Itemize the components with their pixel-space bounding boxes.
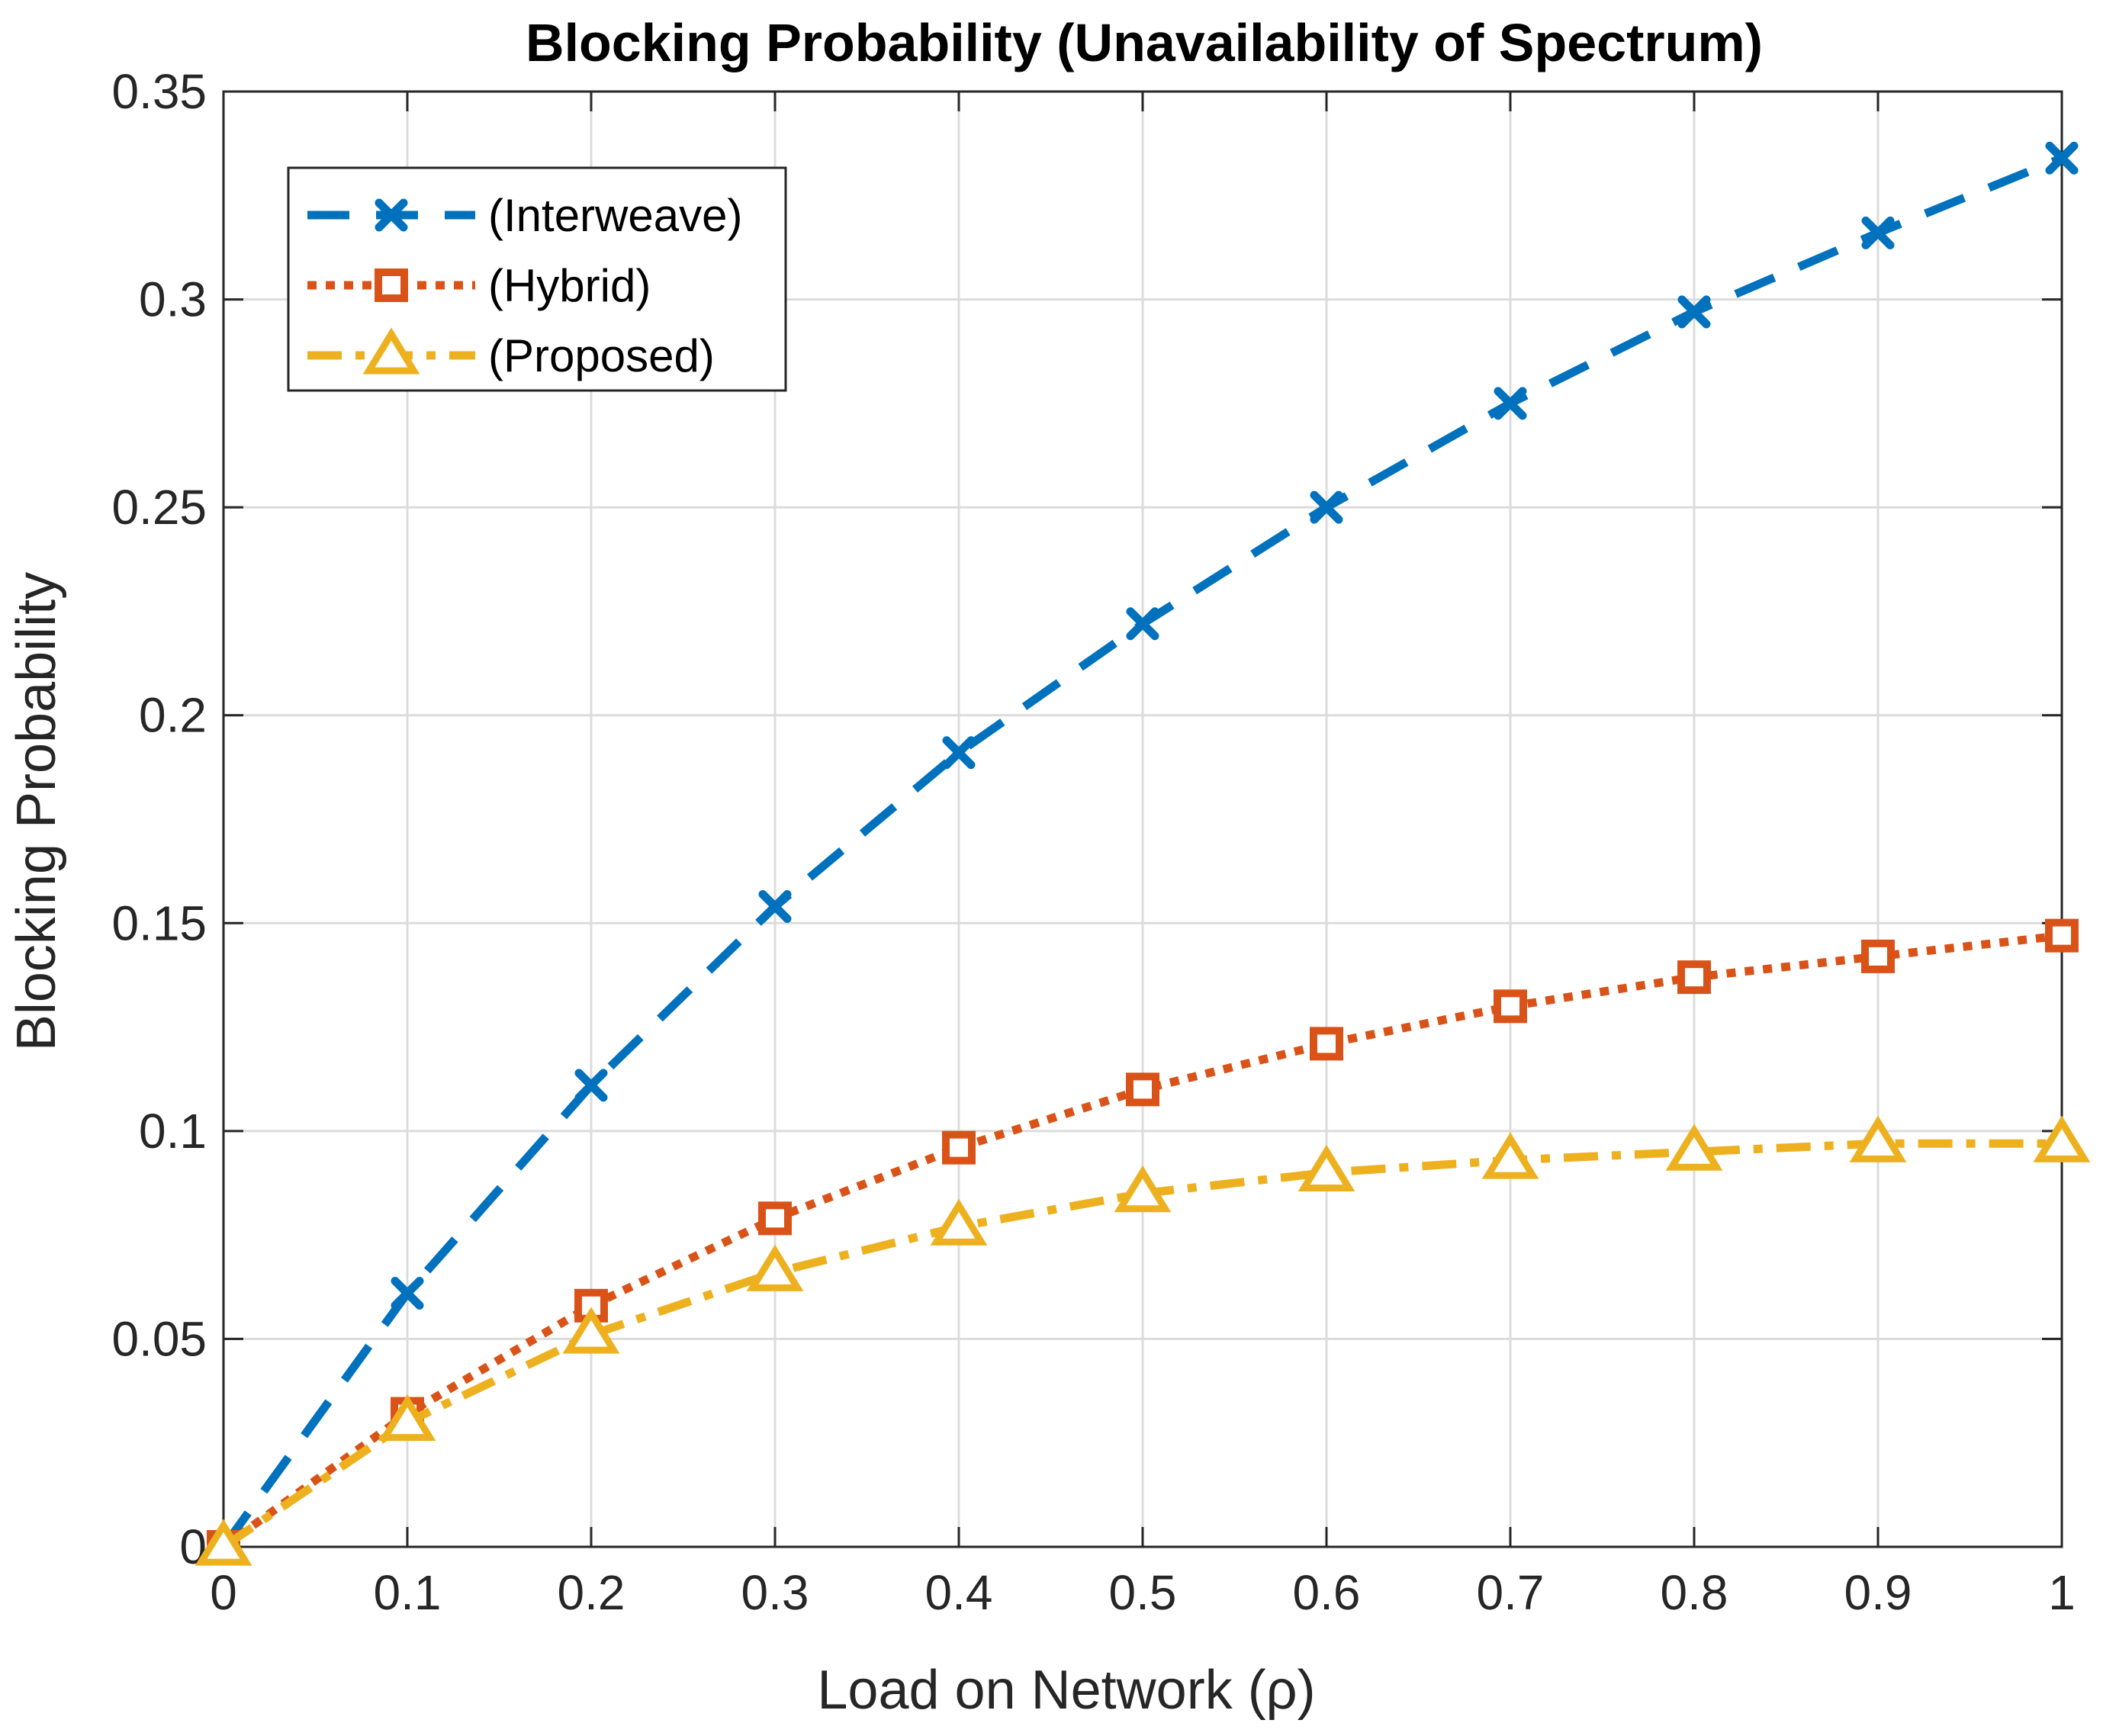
data-point — [942, 1130, 976, 1165]
data-point — [1861, 939, 1895, 973]
data-point — [746, 1244, 804, 1291]
data-point — [1665, 1124, 1723, 1171]
x-tick-label: 0.8 — [1661, 1565, 1728, 1620]
data-point — [1310, 1027, 1343, 1061]
axis-ticks: 0 0.1 0.2 0.3 0.4 0.5 0.6 0.7 0.8 0.9 1 0 0.05 0.1 0.1… — [111, 64, 2075, 1620]
x-tick-label: 0 — [210, 1565, 237, 1620]
legend-marker — [362, 327, 420, 375]
data-point — [378, 1394, 436, 1442]
y-tick-label: 0.25 — [111, 480, 207, 535]
y-tick-label: 0.2 — [139, 688, 207, 743]
data-point — [758, 1201, 792, 1236]
x-tick-label: 0.9 — [1844, 1565, 1912, 1620]
x-tick-label: 0.1 — [374, 1565, 442, 1620]
data-point — [1126, 607, 1159, 641]
data-series — [195, 141, 2091, 1566]
y-tick-label: 0.05 — [111, 1311, 207, 1366]
series-2 — [195, 1115, 2091, 1566]
data-point — [1861, 216, 1895, 249]
data-point — [574, 1288, 608, 1323]
x-tick-label: 0.4 — [925, 1565, 993, 1620]
data-point — [1677, 295, 1711, 329]
legend-marker — [375, 268, 408, 302]
y-axis-label: Blocking Probability — [6, 572, 67, 1051]
data-point — [930, 1198, 988, 1246]
data-point — [1849, 1115, 1907, 1162]
x-tick-label: 1 — [2048, 1565, 2076, 1620]
legend-marker — [375, 198, 408, 232]
data-point — [562, 1307, 620, 1354]
x-tick-label: 0.6 — [1293, 1565, 1361, 1620]
legend-label: (Interweave) — [488, 190, 742, 241]
y-tick-label: 0.35 — [111, 64, 207, 119]
chart-title: Blocking Probability (Unavailability of … — [526, 13, 1763, 72]
y-tick-label: 0 — [179, 1519, 207, 1574]
data-point — [391, 1276, 424, 1310]
y-tick-label: 0.1 — [139, 1104, 207, 1159]
legend-label: (Proposed) — [488, 330, 715, 381]
x-tick-label: 0.3 — [741, 1565, 809, 1620]
y-tick-label: 0.15 — [111, 895, 207, 950]
data-point — [195, 1519, 252, 1566]
data-point — [2045, 918, 2079, 953]
legend-label: (Hybrid) — [488, 260, 651, 311]
legend: (Interweave) (Hybrid) (Proposed) — [287, 166, 787, 392]
data-point — [574, 1069, 608, 1102]
data-point — [942, 736, 976, 770]
legend-entry: (Proposed) — [307, 327, 715, 381]
data-point — [1494, 387, 1527, 420]
data-point — [1494, 989, 1527, 1024]
data-point — [1126, 1072, 1159, 1107]
legend-box — [287, 166, 787, 392]
data-point — [1297, 1144, 1355, 1192]
data-point — [2045, 141, 2079, 175]
data-point — [1310, 490, 1343, 524]
x-tick-label: 0.7 — [1477, 1565, 1545, 1620]
data-point — [1114, 1165, 1172, 1213]
x-tick-label: 0.5 — [1109, 1565, 1177, 1620]
data-point — [1481, 1132, 1539, 1179]
data-point — [1677, 960, 1711, 995]
legend-entry: (Hybrid) — [307, 260, 651, 311]
data-point — [2033, 1115, 2091, 1162]
legend-entry: (Interweave) — [307, 190, 742, 241]
data-point — [758, 889, 792, 923]
y-tick-label: 0.3 — [139, 272, 207, 327]
x-axis-label: Load on Network (ρ) — [817, 1660, 1315, 1721]
x-tick-label: 0.2 — [558, 1565, 625, 1620]
